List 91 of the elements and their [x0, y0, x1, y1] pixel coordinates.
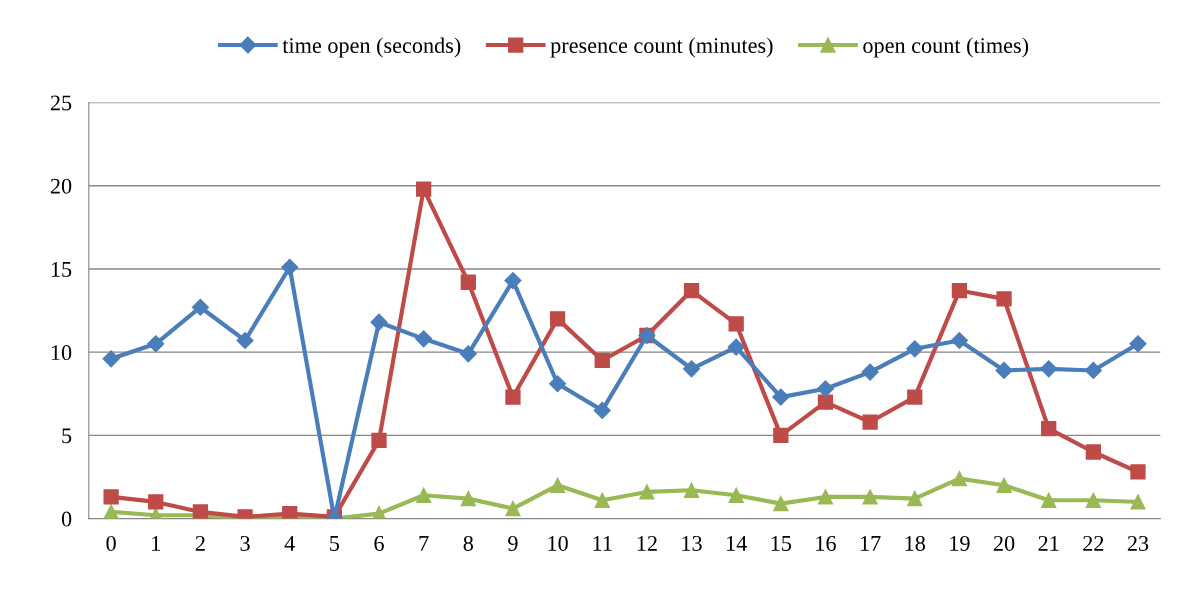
x-tick-label: 11	[593, 536, 612, 551]
point	[727, 338, 745, 356]
point	[594, 352, 610, 369]
point	[504, 272, 522, 290]
point	[416, 181, 432, 197]
legend-label: open count (times)	[863, 37, 1029, 58]
x-tick-label: 3	[240, 535, 250, 551]
point	[1130, 464, 1146, 480]
point	[549, 375, 567, 393]
point	[505, 500, 521, 517]
x-tick-label: 18	[905, 535, 926, 551]
point	[861, 363, 879, 381]
point	[593, 401, 611, 419]
x-tick-label: 13	[682, 535, 702, 551]
point	[683, 282, 700, 299]
x-tick-label: 2	[195, 535, 205, 551]
point	[728, 487, 744, 503]
point	[683, 482, 700, 498]
point	[906, 340, 924, 358]
point	[505, 389, 521, 405]
point	[996, 291, 1012, 307]
point	[773, 495, 789, 512]
x-tick-label: 12	[637, 535, 657, 551]
x-tick-label: 1	[152, 536, 160, 551]
x-tick-label: 16	[816, 535, 836, 551]
point	[1129, 335, 1147, 353]
point	[102, 350, 120, 368]
point	[1040, 360, 1058, 378]
x-tick-label: 20	[993, 535, 1015, 551]
point	[1041, 492, 1057, 508]
legend-label: time open (seconds)	[282, 37, 461, 58]
point	[1084, 361, 1102, 380]
point	[950, 331, 968, 350]
point	[907, 490, 923, 507]
x-tick-label: 7	[419, 536, 429, 551]
point	[594, 492, 610, 508]
point	[862, 414, 878, 430]
point	[370, 313, 388, 331]
x-tick-label: 15	[771, 536, 792, 551]
x-tick-label: 0	[106, 535, 116, 551]
x-tick-label: 4	[284, 536, 295, 551]
point	[460, 274, 476, 290]
x-tick-label: 23	[1127, 535, 1149, 551]
point	[772, 388, 790, 406]
point	[549, 477, 566, 493]
x-tick-label: 6	[374, 535, 384, 551]
x-tick-label: 10	[548, 535, 568, 551]
point	[1041, 421, 1057, 437]
point	[639, 484, 655, 500]
y-tick-label: 5	[62, 428, 72, 444]
point	[147, 335, 165, 353]
point	[862, 489, 878, 505]
x-tick-label: 22	[1083, 535, 1104, 551]
point	[236, 331, 254, 350]
y-tick-label: 10	[51, 345, 72, 361]
x-tick-label: 9	[508, 535, 518, 551]
point	[549, 311, 566, 327]
point	[1130, 494, 1146, 510]
x-tick-label: 5	[330, 536, 340, 551]
point	[951, 282, 968, 299]
point	[996, 477, 1012, 493]
y-tick-label: 15	[51, 261, 72, 277]
point	[459, 345, 477, 363]
point	[371, 432, 387, 448]
point	[995, 361, 1013, 380]
point	[682, 360, 701, 378]
point	[816, 380, 835, 398]
point	[773, 427, 789, 444]
point	[1085, 492, 1101, 508]
x-tick-label: 19	[950, 535, 970, 551]
point	[148, 494, 164, 510]
point	[951, 470, 968, 487]
point	[728, 316, 744, 332]
point	[817, 394, 834, 410]
x-tick-label: 8	[463, 535, 474, 551]
point	[103, 489, 119, 505]
point	[416, 487, 432, 503]
y-tick-label: 20	[50, 178, 72, 194]
legend-label: presence count (minutes)	[550, 37, 773, 58]
point	[415, 330, 433, 348]
x-tick-label: 21	[1038, 535, 1059, 551]
point	[817, 489, 834, 505]
y-tick-label: 0	[61, 511, 72, 527]
point	[191, 298, 209, 316]
point	[460, 490, 476, 507]
y-tick-label: 25	[50, 95, 72, 111]
point	[1085, 444, 1101, 460]
x-tick-label: 14	[727, 536, 747, 551]
x-tick-label: 17	[860, 536, 881, 551]
point	[281, 258, 299, 276]
point	[907, 389, 923, 405]
